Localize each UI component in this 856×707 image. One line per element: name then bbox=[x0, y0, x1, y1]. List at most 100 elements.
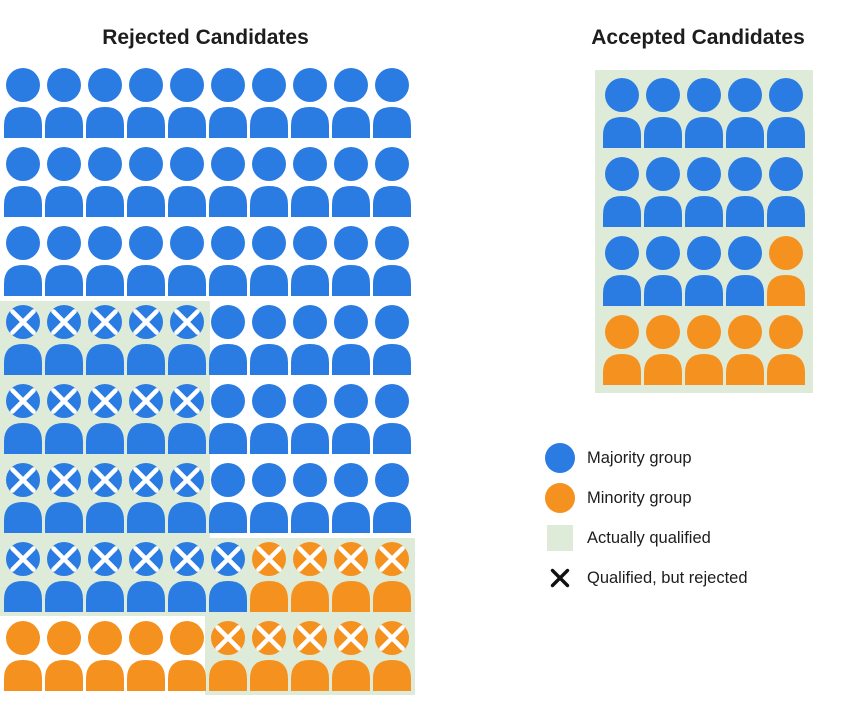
person-majority-x-icon bbox=[86, 463, 124, 533]
grid-cell bbox=[726, 236, 764, 306]
grid-cell bbox=[45, 463, 83, 533]
person-majority-icon bbox=[332, 226, 370, 296]
grid-cell bbox=[373, 305, 411, 375]
person-majority-icon bbox=[4, 68, 42, 138]
rejected-candidates-grid bbox=[0, 68, 415, 695]
grid-cell bbox=[127, 147, 165, 217]
person-minority-icon bbox=[644, 315, 682, 385]
grid-cell bbox=[4, 226, 42, 296]
grid-cell bbox=[603, 236, 641, 306]
grid-cell bbox=[373, 463, 411, 533]
person-majority-icon bbox=[209, 68, 247, 138]
grid-cell bbox=[45, 226, 83, 296]
person-majority-icon bbox=[373, 226, 411, 296]
person-minority-x-icon bbox=[373, 621, 411, 691]
grid-cell bbox=[45, 384, 83, 454]
person-minority-x-icon bbox=[373, 542, 411, 612]
person-majority-icon bbox=[767, 157, 805, 227]
person-majority-icon bbox=[373, 384, 411, 454]
person-majority-icon bbox=[45, 147, 83, 217]
grid-cell bbox=[86, 305, 124, 375]
legend-item-qualified: Actually qualified bbox=[545, 523, 748, 553]
person-majority-icon bbox=[373, 147, 411, 217]
person-majority-icon bbox=[726, 236, 764, 306]
person-majority-icon bbox=[373, 463, 411, 533]
grid-cell bbox=[726, 78, 764, 148]
person-majority-icon bbox=[373, 68, 411, 138]
grid-cell bbox=[209, 542, 247, 612]
person-majority-icon bbox=[250, 384, 288, 454]
grid-cell bbox=[45, 621, 83, 691]
legend: Majority group Minority group Actually qua… bbox=[545, 443, 748, 603]
grid-cell bbox=[603, 78, 641, 148]
grid-cell bbox=[767, 236, 805, 306]
grid-cell bbox=[4, 68, 42, 138]
person-majority-icon bbox=[644, 157, 682, 227]
minority-swatch-icon bbox=[545, 483, 575, 513]
person-majority-icon bbox=[209, 147, 247, 217]
legend-item-majority: Majority group bbox=[545, 443, 748, 473]
grid-cell bbox=[291, 384, 329, 454]
person-majority-x-icon bbox=[86, 542, 124, 612]
person-minority-icon bbox=[726, 315, 764, 385]
person-majority-x-icon bbox=[45, 305, 83, 375]
person-majority-x-icon bbox=[127, 384, 165, 454]
person-minority-icon bbox=[603, 315, 641, 385]
grid-cell bbox=[209, 68, 247, 138]
grid-cell bbox=[332, 542, 370, 612]
person-majority-x-icon bbox=[127, 463, 165, 533]
person-minority-x-icon bbox=[332, 542, 370, 612]
grid-cell bbox=[127, 542, 165, 612]
person-majority-icon bbox=[250, 68, 288, 138]
person-majority-x-icon bbox=[4, 463, 42, 533]
person-majority-x-icon bbox=[168, 305, 206, 375]
person-majority-icon bbox=[168, 147, 206, 217]
person-majority-icon bbox=[86, 226, 124, 296]
legend-swatch-box bbox=[545, 523, 575, 553]
grid-cell bbox=[127, 621, 165, 691]
grid-cell bbox=[45, 147, 83, 217]
grid-cell bbox=[4, 463, 42, 533]
grid-cell bbox=[86, 226, 124, 296]
person-majority-icon bbox=[332, 384, 370, 454]
person-majority-icon bbox=[86, 68, 124, 138]
grid-cell bbox=[332, 305, 370, 375]
person-majority-icon bbox=[291, 384, 329, 454]
person-majority-icon bbox=[373, 305, 411, 375]
person-majority-icon bbox=[168, 68, 206, 138]
grid-cell bbox=[168, 384, 206, 454]
person-minority-x-icon bbox=[209, 621, 247, 691]
grid-cell bbox=[127, 68, 165, 138]
grid-cell bbox=[644, 78, 682, 148]
person-majority-icon bbox=[45, 68, 83, 138]
person-minority-icon bbox=[685, 315, 723, 385]
person-majority-icon bbox=[209, 305, 247, 375]
grid-cell bbox=[685, 157, 723, 227]
legend-item-minority: Minority group bbox=[545, 483, 748, 513]
person-majority-icon bbox=[291, 226, 329, 296]
grid-cell bbox=[209, 305, 247, 375]
person-majority-x-icon bbox=[4, 305, 42, 375]
person-minority-x-icon bbox=[250, 621, 288, 691]
grid-cell bbox=[86, 542, 124, 612]
grid-cell bbox=[250, 147, 288, 217]
grid-cell bbox=[291, 147, 329, 217]
grid-cell bbox=[291, 68, 329, 138]
grid-cell bbox=[168, 68, 206, 138]
grid-cell bbox=[767, 157, 805, 227]
grid-cell bbox=[332, 68, 370, 138]
grid-cell bbox=[332, 463, 370, 533]
person-minority-icon bbox=[767, 236, 805, 306]
legend-swatch-box bbox=[545, 483, 575, 513]
person-majority-x-icon bbox=[45, 542, 83, 612]
legend-label-minority: Minority group bbox=[587, 488, 692, 507]
accepted-section-title: Accepted Candidates bbox=[591, 26, 805, 49]
person-majority-icon bbox=[86, 147, 124, 217]
person-majority-icon bbox=[685, 157, 723, 227]
legend-label-qualified-rejected: Qualified, but rejected bbox=[587, 568, 748, 587]
person-majority-icon bbox=[291, 305, 329, 375]
grid-cell bbox=[4, 621, 42, 691]
grid-cell bbox=[127, 384, 165, 454]
grid-cell bbox=[332, 147, 370, 217]
person-majority-icon bbox=[127, 147, 165, 217]
